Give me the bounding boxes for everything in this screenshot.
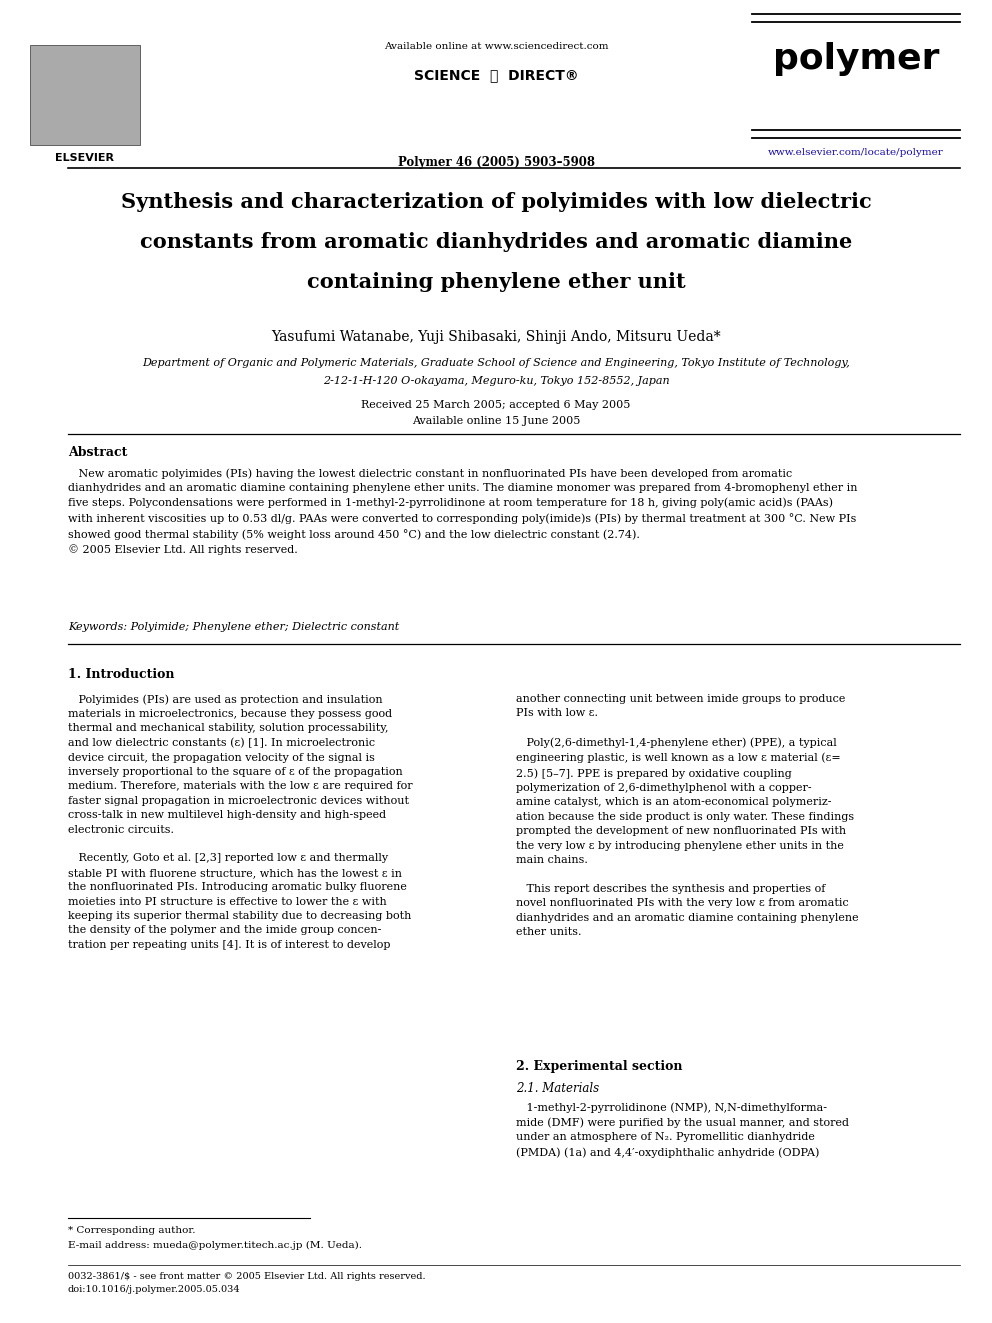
Text: www.elsevier.com/locate/polymer: www.elsevier.com/locate/polymer — [768, 148, 943, 157]
Text: 1. Introduction: 1. Introduction — [68, 668, 175, 681]
Text: SCIENCE  ⓓ  DIRECT®: SCIENCE ⓓ DIRECT® — [414, 67, 578, 82]
Text: 2-12-1-H-120 O-okayama, Meguro-ku, Tokyo 152-8552, Japan: 2-12-1-H-120 O-okayama, Meguro-ku, Tokyo… — [322, 376, 670, 386]
Text: Polymer 46 (2005) 5903–5908: Polymer 46 (2005) 5903–5908 — [398, 156, 594, 169]
Text: New aromatic polyimides (PIs) having the lowest dielectric constant in nonfluori: New aromatic polyimides (PIs) having the… — [68, 468, 857, 556]
Text: containing phenylene ether unit: containing phenylene ether unit — [307, 273, 685, 292]
Text: Available online 15 June 2005: Available online 15 June 2005 — [412, 415, 580, 426]
Bar — [30, 45, 140, 146]
Text: Abstract: Abstract — [68, 446, 127, 459]
Text: Department of Organic and Polymeric Materials, Graduate School of Science and En: Department of Organic and Polymeric Mate… — [142, 359, 850, 368]
Text: Polyimides (PIs) are used as protection and insulation
materials in microelectro: Polyimides (PIs) are used as protection … — [68, 695, 413, 950]
Text: 1-methyl-2-pyrrolidinone (NMP), N,N-dimethylforma-
mide (DMF) were purified by t: 1-methyl-2-pyrrolidinone (NMP), N,N-dime… — [516, 1102, 849, 1158]
Text: Keywords: Polyimide; Phenylene ether; Dielectric constant: Keywords: Polyimide; Phenylene ether; Di… — [68, 622, 399, 632]
Text: constants from aromatic dianhydrides and aromatic diamine: constants from aromatic dianhydrides and… — [140, 232, 852, 251]
Text: 2.1. Materials: 2.1. Materials — [516, 1082, 599, 1095]
Text: Available online at www.sciencedirect.com: Available online at www.sciencedirect.co… — [384, 42, 608, 52]
Text: polymer: polymer — [773, 42, 939, 75]
Text: Yasufumi Watanabe, Yuji Shibasaki, Shinji Ando, Mitsuru Ueda*: Yasufumi Watanabe, Yuji Shibasaki, Shinj… — [271, 329, 721, 344]
Text: E-mail address: mueda@polymer.titech.ac.jp (M. Ueda).: E-mail address: mueda@polymer.titech.ac.… — [68, 1241, 362, 1250]
Text: ELSEVIER: ELSEVIER — [56, 153, 114, 163]
Text: * Corresponding author.: * Corresponding author. — [68, 1226, 195, 1234]
Text: 0032-3861/$ - see front matter © 2005 Elsevier Ltd. All rights reserved.: 0032-3861/$ - see front matter © 2005 El… — [68, 1271, 426, 1281]
Text: doi:10.1016/j.polymer.2005.05.034: doi:10.1016/j.polymer.2005.05.034 — [68, 1285, 241, 1294]
Text: another connecting unit between imide groups to produce
PIs with low ε.

   Poly: another connecting unit between imide gr… — [516, 695, 859, 937]
Text: Received 25 March 2005; accepted 6 May 2005: Received 25 March 2005; accepted 6 May 2… — [361, 400, 631, 410]
Text: 2. Experimental section: 2. Experimental section — [516, 1060, 682, 1073]
Text: Synthesis and characterization of polyimides with low dielectric: Synthesis and characterization of polyim… — [121, 192, 871, 212]
